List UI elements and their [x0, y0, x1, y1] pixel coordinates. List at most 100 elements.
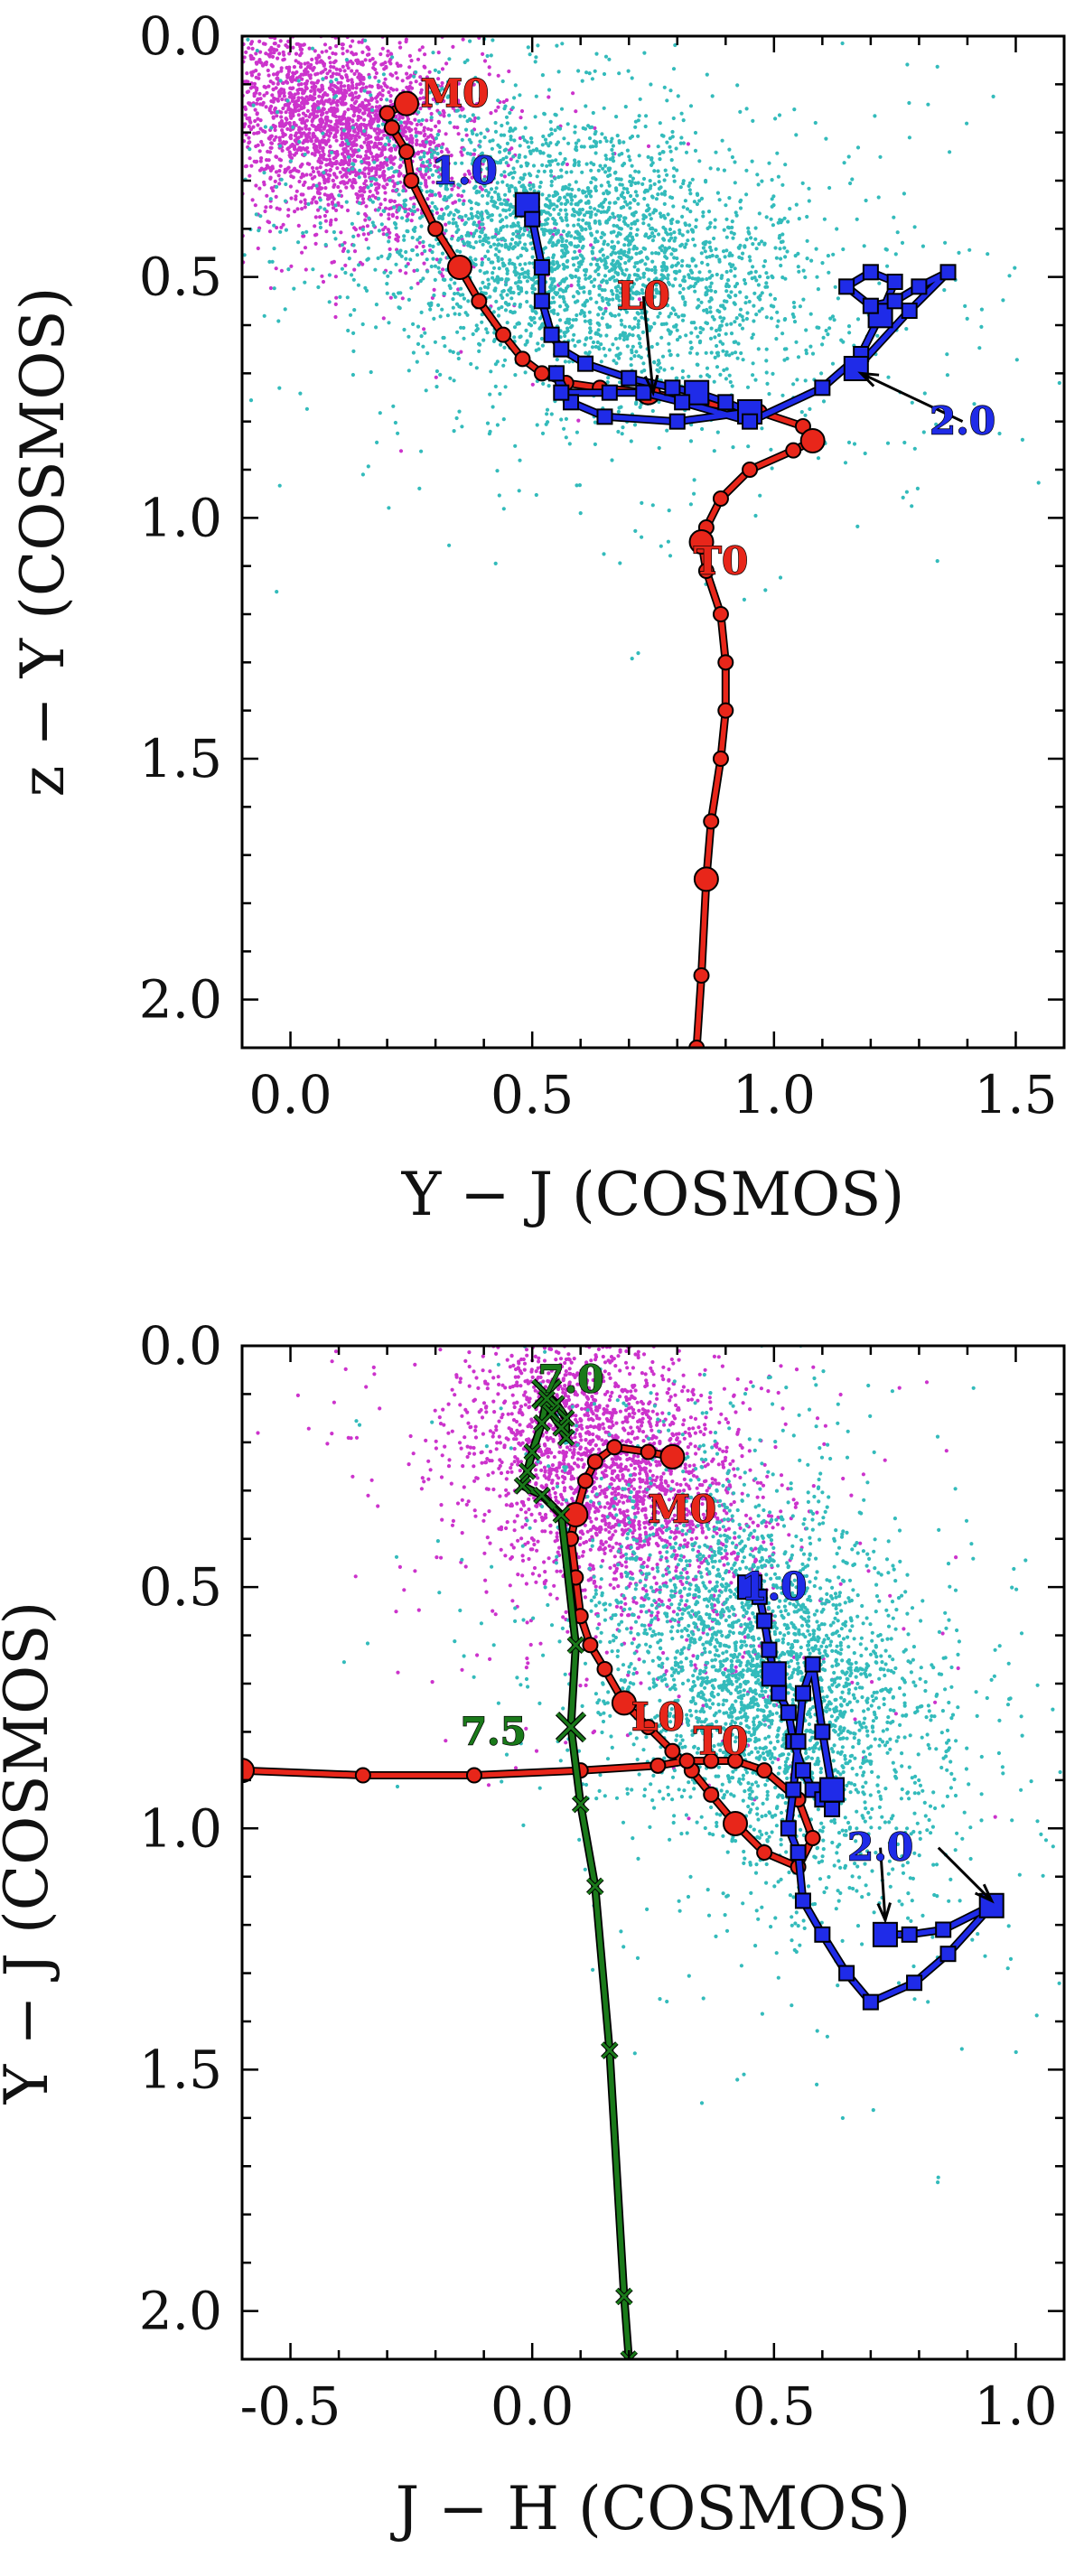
cloud-point: [687, 181, 693, 185]
cloud-point: [446, 195, 452, 200]
cloud-point: [945, 352, 949, 357]
cloud-point: [672, 308, 677, 313]
cloud-point: [599, 235, 603, 239]
cloud-point: [376, 83, 380, 88]
cloud-point: [767, 392, 771, 397]
cloud-point: [313, 224, 317, 229]
cloud-point: [310, 80, 314, 85]
cloud-point: [474, 133, 480, 137]
cloud-point: [521, 16, 525, 20]
cloud-point: [419, 88, 424, 92]
cloud-point: [565, 307, 569, 312]
cloud-point: [369, 105, 375, 109]
cloud-point: [623, 200, 628, 204]
cloud-point: [303, 198, 307, 202]
cloud-point: [480, 26, 483, 30]
cloud-point: [422, 327, 426, 331]
cloud-point: [567, 359, 572, 364]
cloud-point: [435, 210, 439, 215]
cloud-point: [425, 257, 429, 262]
cloud-point: [291, 125, 295, 130]
cloud-point: [415, 245, 419, 249]
cloud-point: [252, 81, 257, 86]
cloud-point: [501, 507, 506, 511]
cloud-point: [248, 156, 252, 161]
cloud-point: [504, 279, 509, 284]
cloud-point: [219, 88, 222, 91]
cloud-point: [381, 162, 386, 166]
cloud-point: [329, 119, 333, 124]
cloud-point: [462, 296, 466, 301]
cloud-point: [444, 132, 448, 136]
cloud-point: [322, 178, 327, 182]
cloud-point: [218, 386, 221, 389]
cloud-point: [556, 265, 561, 269]
cloud-point: [640, 330, 646, 334]
cloud-point: [611, 144, 616, 148]
cloud-point: [347, 257, 351, 261]
cloud-point: [94, 32, 98, 35]
cloud-point: [223, 111, 227, 115]
cloud-point: [563, 333, 567, 339]
cloud-point: [760, 179, 764, 183]
cloud-point: [577, 483, 583, 488]
cloud-point: [293, 1, 296, 5]
cloud-point: [712, 449, 716, 453]
cloud-point: [516, 223, 521, 229]
cloud-point: [121, 102, 125, 106]
cloud-point: [333, 302, 338, 306]
cloud-point: [320, 50, 324, 54]
cloud-point: [322, 213, 327, 219]
cloud-point: [668, 352, 673, 357]
cloud-point: [965, 316, 969, 321]
cloud-point: [426, 103, 431, 107]
cloud-point: [271, 115, 276, 119]
cloud-point: [273, 179, 277, 183]
cloud-point: [715, 191, 721, 195]
cloud-point: [193, 83, 197, 87]
cloud-point: [244, 50, 248, 55]
cloud-point: [885, 264, 890, 268]
cloud-point: [310, 201, 314, 205]
cloud-point: [280, 141, 285, 145]
cloud-point: [347, 178, 352, 182]
cloud-point: [765, 381, 770, 386]
cloud-point: [269, 145, 274, 150]
cloud-point: [391, 88, 396, 92]
cloud-point: [423, 248, 427, 254]
cloud-point: [805, 257, 809, 261]
cloud-point: [680, 233, 685, 238]
cloud-point: [622, 243, 627, 247]
cloud-point: [486, 249, 491, 254]
cloud-point: [367, 28, 370, 32]
cloud-point: [792, 304, 797, 310]
cloud-point: [389, 199, 394, 203]
cloud-point: [397, 306, 402, 311]
cloud-point: [705, 276, 709, 282]
cloud-point: [503, 0, 507, 4]
cloud-point: [701, 246, 706, 250]
cloud-point: [296, 108, 301, 113]
cloud-point: [392, 199, 397, 204]
cloud-point: [657, 445, 661, 451]
cloud-point: [576, 138, 581, 143]
cloud-point: [491, 310, 496, 314]
cloud-point: [398, 172, 403, 176]
cloud-point: [688, 340, 693, 345]
cloud-point: [513, 373, 518, 378]
cloud-point: [629, 280, 633, 285]
cloud-point: [665, 98, 669, 103]
cloud-point: [299, 82, 304, 87]
cloud-point: [350, 119, 355, 124]
cloud-point: [420, 45, 425, 50]
cloud-point: [474, 229, 479, 233]
cloud-point: [593, 69, 597, 73]
cloud-point: [528, 149, 533, 154]
cloud-point: [617, 139, 621, 144]
cloud-point: [722, 299, 727, 303]
cloud-point: [451, 297, 455, 302]
cloud-point: [417, 240, 422, 245]
cloud-point: [807, 186, 811, 191]
cloud-point: [634, 350, 639, 354]
cloud-point: [472, 222, 476, 227]
